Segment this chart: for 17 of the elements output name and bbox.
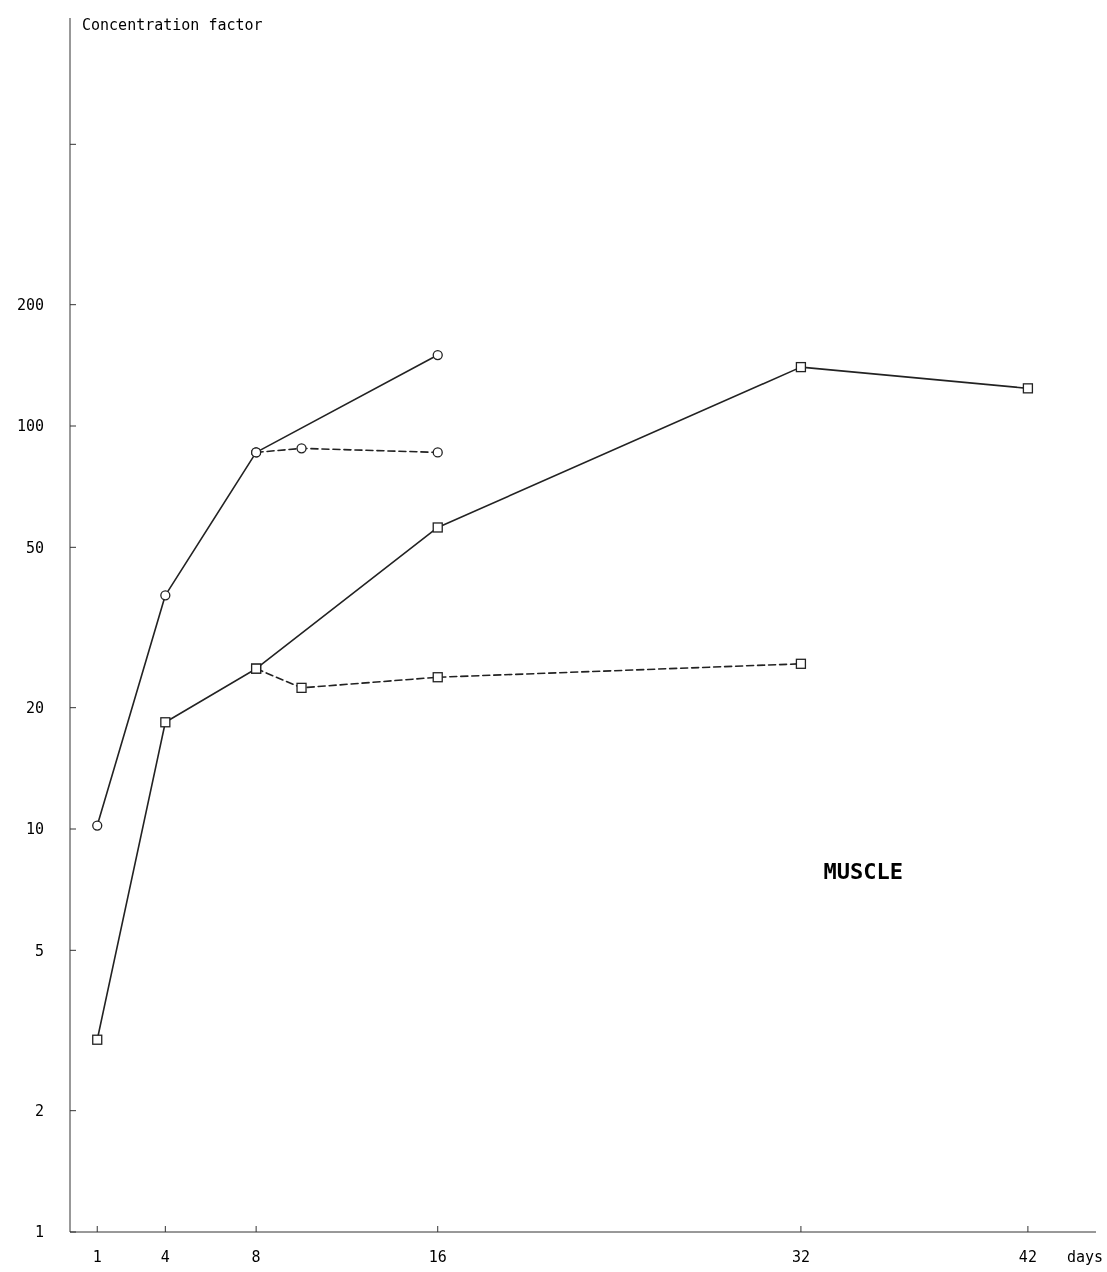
x-tick-label: 32: [791, 1248, 810, 1266]
x-tick-label: 4: [160, 1248, 170, 1266]
y-tick-label: 2: [34, 1101, 44, 1120]
x-tick-label: 1: [92, 1248, 102, 1266]
y-tick-label: 1: [34, 1223, 44, 1242]
annotation: MUSCLE: [823, 859, 904, 885]
x-tick-label: 8: [251, 1248, 261, 1266]
y-axis-title: Concentration factor: [82, 16, 263, 34]
y-tick-label: 20: [25, 698, 44, 717]
y-tick-label: 10: [25, 820, 44, 839]
x-axis-title: days: [1066, 1248, 1103, 1266]
y-tick-label: 5: [34, 941, 44, 960]
x-tick-label: 42: [1018, 1248, 1037, 1266]
y-tick-label: 50: [25, 538, 44, 557]
x-tick-label: 16: [428, 1248, 447, 1266]
y-tick-label: 100: [16, 417, 44, 436]
y-tick-label: 200: [16, 295, 44, 314]
